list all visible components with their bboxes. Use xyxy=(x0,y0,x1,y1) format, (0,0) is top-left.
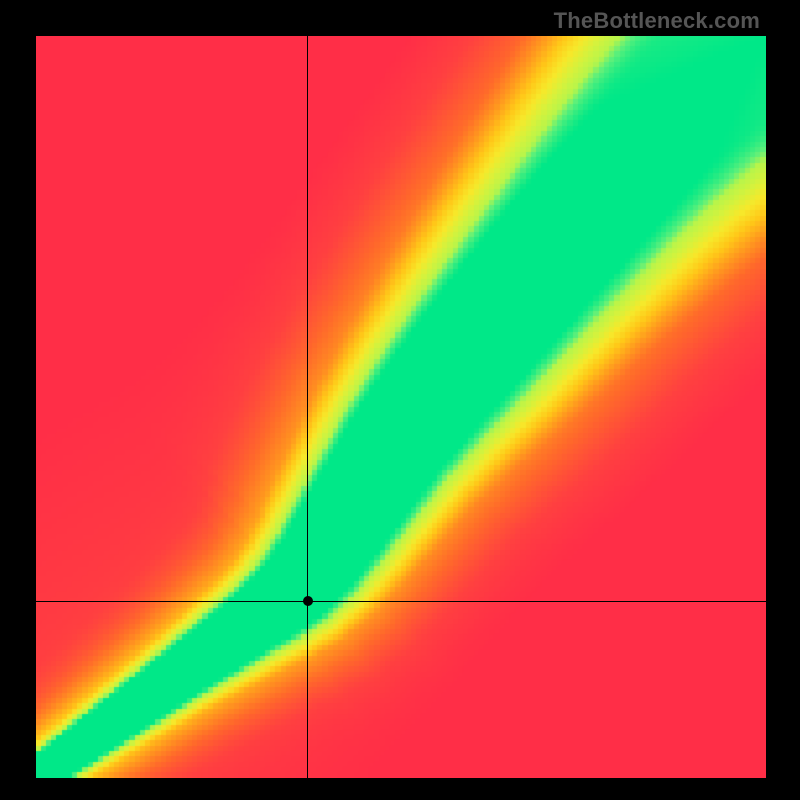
heatmap-canvas xyxy=(36,36,766,778)
crosshair-horizontal xyxy=(36,601,766,602)
watermark-text: TheBottleneck.com xyxy=(554,8,760,34)
data-point-marker xyxy=(303,596,313,606)
heatmap-plot xyxy=(36,36,766,778)
crosshair-vertical xyxy=(307,36,308,778)
